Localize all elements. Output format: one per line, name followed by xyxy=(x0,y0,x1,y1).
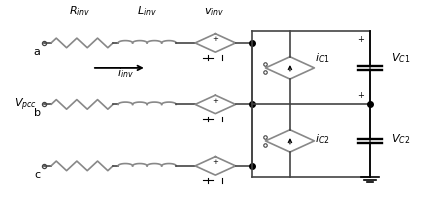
Text: b: b xyxy=(33,108,41,118)
Text: $L_{inv}$: $L_{inv}$ xyxy=(137,4,157,18)
Text: $V_{C1}$: $V_{C1}$ xyxy=(391,51,410,65)
Text: $V_{C2}$: $V_{C2}$ xyxy=(391,132,410,146)
Text: +: + xyxy=(212,36,218,42)
Text: $i_{C2}$: $i_{C2}$ xyxy=(315,132,330,146)
Text: +: + xyxy=(357,35,364,44)
Text: a: a xyxy=(34,47,41,57)
Text: +: + xyxy=(212,98,218,104)
Text: $v_{inv}$: $v_{inv}$ xyxy=(204,6,224,18)
Text: c: c xyxy=(34,170,40,180)
Text: $R_{inv}$: $R_{inv}$ xyxy=(69,4,90,18)
Text: $V_{pcc}$: $V_{pcc}$ xyxy=(14,96,37,113)
Text: $i_{C1}$: $i_{C1}$ xyxy=(315,51,330,65)
Text: $i_{inv}$: $i_{inv}$ xyxy=(117,66,134,80)
Text: +: + xyxy=(357,91,364,100)
Text: +: + xyxy=(212,159,218,165)
